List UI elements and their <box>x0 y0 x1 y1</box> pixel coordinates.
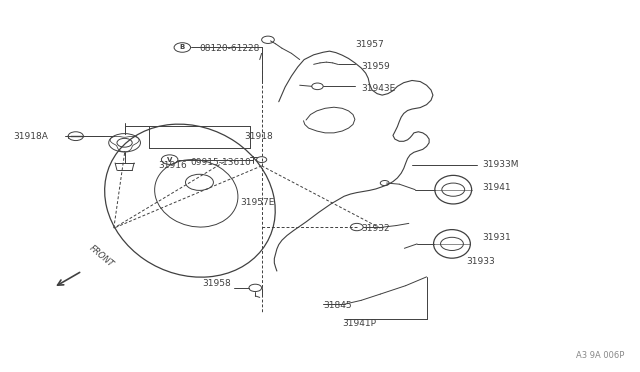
Text: 31933: 31933 <box>466 257 495 266</box>
Text: 31941: 31941 <box>482 183 511 192</box>
Text: 09915-13610: 09915-13610 <box>190 158 251 167</box>
Text: 31958: 31958 <box>202 279 231 288</box>
Text: A3 9A 006P: A3 9A 006P <box>576 351 625 360</box>
Text: FRONT: FRONT <box>87 244 115 269</box>
Text: 31916: 31916 <box>158 161 187 170</box>
Text: B: B <box>180 45 185 51</box>
Text: 31959: 31959 <box>361 62 390 71</box>
Text: 08120-61228: 08120-61228 <box>200 44 260 53</box>
Text: V: V <box>167 157 172 163</box>
Text: 31941P: 31941P <box>342 319 376 328</box>
Text: 31957: 31957 <box>355 41 383 49</box>
Text: 31918: 31918 <box>244 132 273 141</box>
Text: 31932: 31932 <box>361 224 390 232</box>
Text: 31918A: 31918A <box>13 132 49 141</box>
Text: 31933M: 31933M <box>482 160 518 169</box>
Text: 31943E: 31943E <box>361 84 396 93</box>
Text: 31845: 31845 <box>323 301 352 310</box>
Text: 31957E: 31957E <box>241 198 275 207</box>
Text: 31931: 31931 <box>482 233 511 242</box>
